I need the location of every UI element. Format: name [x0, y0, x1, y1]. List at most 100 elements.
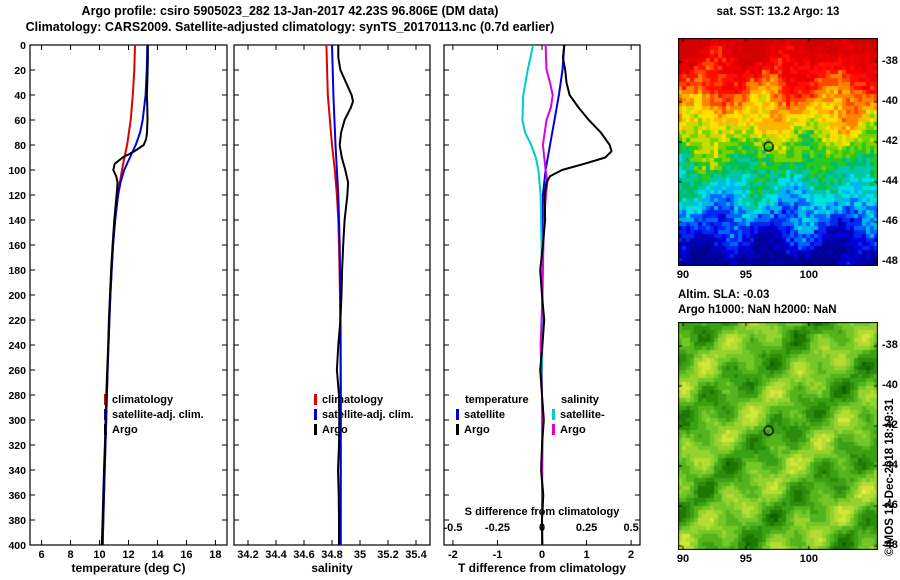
- y-tick-label: 100: [8, 165, 26, 177]
- y-tick-label: 380: [8, 515, 26, 527]
- satellite-adj-line-marker: [314, 409, 317, 420]
- x-tick-label: 14: [151, 549, 164, 561]
- legend-label: Argo: [112, 423, 138, 436]
- legend-item: climatology: [314, 392, 414, 407]
- y-tick-label: 220: [8, 315, 26, 327]
- y-tick-label: 360: [8, 490, 26, 502]
- x-tick-label: 34.8: [321, 549, 342, 561]
- y-tick-label: 0: [20, 40, 26, 52]
- y-tick-label: 60: [14, 115, 26, 127]
- map-lat-label: -48: [882, 539, 898, 551]
- secondary-tick-label: 0.25: [576, 522, 597, 534]
- y-tick-label: 180: [8, 265, 26, 277]
- map-lat-label: -44: [882, 175, 898, 187]
- y-tick-label: 300: [8, 415, 26, 427]
- tdiff-legend-temperature: temperature satellite Argo: [456, 392, 529, 437]
- legend-item: Argo: [456, 422, 529, 437]
- x-tick-label: 16: [180, 549, 192, 561]
- map-lat-label: -42: [882, 419, 898, 431]
- legend-label: satellite-adj. clim.: [112, 408, 204, 421]
- y-tick-label: 40: [14, 90, 26, 102]
- page-subtitle: Climatology: CARS2009. Satellite-adjuste…: [25, 20, 555, 34]
- legend-label: Argo: [560, 423, 586, 436]
- argo-line-marker: [104, 424, 107, 435]
- page-title: Argo profile: csiro 5905023_282 13-Jan-2…: [81, 4, 499, 18]
- x-tick-label: 0: [539, 549, 545, 561]
- axis-box: [233, 44, 431, 546]
- series-line-satellite-adj-clim-: [101, 44, 149, 546]
- map-lat-label: -42: [882, 135, 898, 147]
- salinity-legend: climatology satellite-adj. clim. Argo: [314, 392, 414, 437]
- legend-item: Argo: [552, 422, 605, 437]
- map-lon-label: 90: [676, 553, 690, 565]
- x-tick-label: 8: [67, 549, 73, 561]
- y-tick-label: 340: [8, 465, 26, 477]
- series-line-argo: [335, 45, 354, 545]
- legend-item: satellite: [456, 407, 529, 422]
- climatology-line-marker: [104, 394, 107, 405]
- legend-item: satellite-adj. clim.: [104, 407, 204, 422]
- sla-map-canvas: [678, 322, 878, 550]
- legend-item: satellite-: [552, 407, 605, 422]
- xlabel-tdiff: T difference from climatology: [457, 561, 627, 575]
- x-tick-label: 35: [354, 549, 366, 561]
- legend-item: satellite-adj. clim.: [314, 407, 414, 422]
- series-line-climatology: [101, 44, 136, 546]
- map-lat-label: -40: [882, 379, 898, 391]
- series-line-s-diff-argo: [539, 44, 554, 545]
- x-tick-label: 35.2: [377, 549, 398, 561]
- sla-map-title: Altim. SLA: -0.03: [678, 289, 770, 301]
- map-lon-label: 95: [739, 269, 753, 281]
- x-tick-label: 10: [93, 549, 105, 561]
- map-lon-label: 100: [799, 269, 818, 281]
- y-tick-label: 80: [14, 140, 26, 152]
- axis-box: [29, 44, 228, 546]
- legend-label: climatology: [322, 393, 384, 406]
- secondary-tick-label: -0.5: [443, 522, 462, 534]
- y-tick-label: 120: [8, 190, 26, 202]
- series-line-argo: [100, 44, 149, 546]
- secondary-tick-label: 0: [539, 522, 545, 534]
- argo-line-marker: [314, 424, 317, 435]
- legend-label: Argo: [464, 423, 490, 436]
- x-tick-label: 2: [628, 549, 634, 561]
- legend-label: Argo: [322, 423, 348, 436]
- sst-map-title: sat. SST: 13.2 Argo: 13: [716, 6, 840, 18]
- secondary-tick-label: 0.5: [623, 522, 638, 534]
- legend-header: salinity: [561, 393, 599, 406]
- map-lat-label: -48: [882, 255, 898, 267]
- y-tick-label: 160: [8, 240, 26, 252]
- y-tick-label: 260: [8, 365, 26, 377]
- map-lat-label: -38: [882, 55, 898, 67]
- x-tick-label: 1: [583, 549, 589, 561]
- legend-label: climatology: [112, 393, 174, 406]
- x-tick-label: 34.4: [265, 549, 287, 561]
- series-line-t-diff-argo: [539, 44, 613, 546]
- xlabel-temperature: temperature (deg C): [71, 561, 186, 575]
- map-lat-label: -46: [882, 215, 898, 227]
- series-line-t-diff-satellite: [541, 44, 566, 545]
- legend-label: satellite-: [560, 408, 605, 421]
- temperature-legend: climatology satellite-adj. clim. Argo: [104, 392, 204, 437]
- legend-item: climatology: [104, 392, 204, 407]
- map-lon-label: 100: [799, 553, 818, 565]
- series-line-s-diff-satellite: [521, 44, 543, 545]
- y-tick-label: 140: [8, 215, 26, 227]
- tdiff-legend-salinity: salinity satellite- Argo: [552, 392, 605, 437]
- x-tick-label: -1: [493, 549, 503, 561]
- map-lat-label: -44: [882, 459, 898, 471]
- map-lat-label: -46: [882, 499, 898, 511]
- y-tick-label: 200: [8, 290, 26, 302]
- satellite-line-marker: [456, 409, 459, 420]
- legend-label: satellite-adj. clim.: [322, 408, 414, 421]
- series-line-climatology: [325, 44, 342, 545]
- argo-salinity-line-marker: [552, 424, 555, 435]
- x-tick-label: 18: [209, 549, 221, 561]
- secondary-tick-label: -0.25: [485, 522, 510, 534]
- satellite-salinity-line-marker: [552, 409, 555, 420]
- y-tick-label: 280: [8, 390, 26, 402]
- y-tick-label: 20: [14, 65, 26, 77]
- y-tick-label: 320: [8, 440, 26, 452]
- series-line-satellite-adj-clim-: [331, 44, 342, 545]
